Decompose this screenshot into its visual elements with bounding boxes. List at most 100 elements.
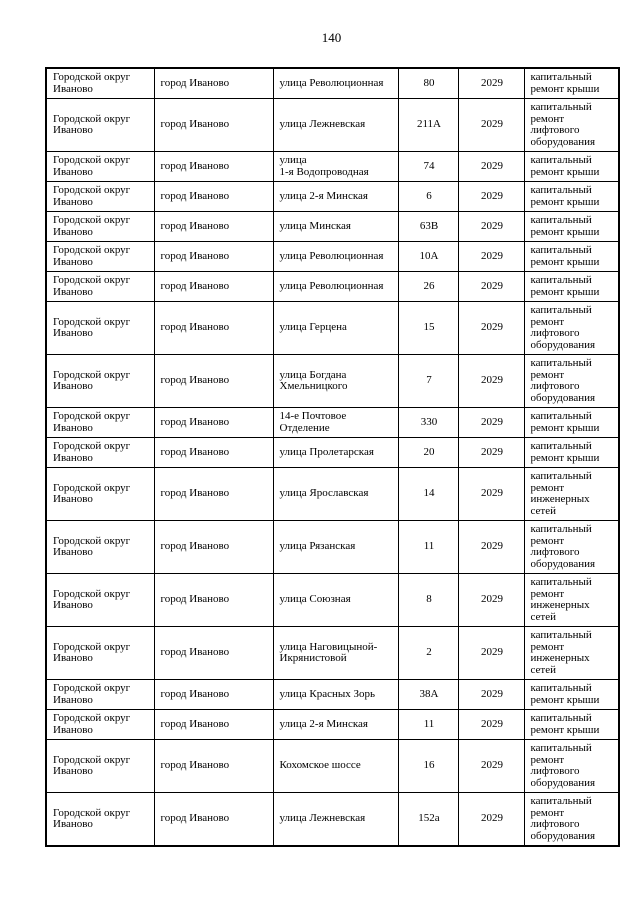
- cell-street: улица 2-я Минская: [272, 709, 399, 740]
- table-row: Городской округ Иваново город Иваново ул…: [45, 626, 620, 680]
- cell-year: 2029: [457, 407, 525, 438]
- cell-municipal-district: Городской округ Иваново: [45, 437, 155, 468]
- cell-house-number: 80: [397, 67, 459, 99]
- cell-municipal-district: Городской округ Иваново: [45, 151, 155, 182]
- cell-city: город Иваново: [153, 301, 274, 355]
- cell-municipal-district: Городской округ Иваново: [45, 67, 155, 99]
- cell-municipal-district: Городской округ Иваново: [45, 573, 155, 627]
- cell-work-type: капитальный ремонт лифтового оборудовани…: [523, 792, 620, 847]
- cell-year: 2029: [457, 573, 525, 627]
- table-row: Городской округ Иваново город Иваново ул…: [45, 67, 620, 99]
- cell-municipal-district: Городской округ Иваново: [45, 792, 155, 847]
- cell-city: город Иваново: [153, 792, 274, 847]
- cell-year: 2029: [457, 271, 525, 302]
- cell-street: улица Пролетарская: [272, 437, 399, 468]
- table-row: Городской округ Иваново город Иваново ул…: [45, 241, 620, 272]
- cell-house-number: 38А: [397, 679, 459, 710]
- cell-street: Кохомское шоссе: [272, 739, 399, 793]
- cell-municipal-district: Городской округ Иваново: [45, 181, 155, 212]
- page-number: 140: [321, 30, 342, 45]
- cell-street: улица Лежневская: [272, 98, 399, 152]
- cell-work-type: капитальный ремонт крыши: [523, 181, 620, 212]
- cell-year: 2029: [457, 520, 525, 574]
- cell-street: улица Минская: [272, 211, 399, 242]
- cell-street: улица Герцена: [272, 301, 399, 355]
- cell-year: 2029: [457, 467, 525, 521]
- cell-house-number: 152а: [397, 792, 459, 847]
- cell-municipal-district: Городской округ Иваново: [45, 739, 155, 793]
- cell-year: 2029: [457, 709, 525, 740]
- cell-city: город Иваново: [153, 354, 274, 408]
- cell-street: улица Богдана Хмельницкого: [272, 354, 399, 408]
- cell-year: 2029: [457, 67, 525, 99]
- cell-year: 2029: [457, 181, 525, 212]
- cell-house-number: 74: [397, 151, 459, 182]
- cell-street: улица Союзная: [272, 573, 399, 627]
- cell-municipal-district: Городской округ Иваново: [45, 301, 155, 355]
- repair-program-table: Городской округ Иваново город Иваново ул…: [45, 67, 620, 847]
- cell-street: улица Революционная: [272, 67, 399, 99]
- cell-work-type: капитальный ремонт крыши: [523, 151, 620, 182]
- cell-house-number: 15: [397, 301, 459, 355]
- cell-city: город Иваново: [153, 211, 274, 242]
- cell-house-number: 14: [397, 467, 459, 521]
- cell-city: город Иваново: [153, 181, 274, 212]
- cell-year: 2029: [457, 151, 525, 182]
- cell-house-number: 330: [397, 407, 459, 438]
- cell-municipal-district: Городской округ Иваново: [45, 679, 155, 710]
- cell-city: город Иваново: [153, 709, 274, 740]
- cell-work-type: капитальный ремонт крыши: [523, 241, 620, 272]
- cell-work-type: капитальный ремонт крыши: [523, 709, 620, 740]
- cell-work-type: капитальный ремонт крыши: [523, 271, 620, 302]
- cell-city: город Иваново: [153, 520, 274, 574]
- cell-street: улица Лежневская: [272, 792, 399, 847]
- cell-city: город Иваново: [153, 407, 274, 438]
- cell-house-number: 8: [397, 573, 459, 627]
- cell-street: 14-е Почтовое Отделение: [272, 407, 399, 438]
- table-row: Городской округ Иваново город Иваново ул…: [45, 679, 620, 710]
- cell-year: 2029: [457, 739, 525, 793]
- cell-street: улица Революционная: [272, 271, 399, 302]
- table-row: Городской округ Иваново город Иваново ул…: [45, 271, 620, 302]
- cell-street: улица Красных Зорь: [272, 679, 399, 710]
- table-row: Городской округ Иваново город Иваново ул…: [45, 520, 620, 574]
- cell-year: 2029: [457, 354, 525, 408]
- cell-municipal-district: Городской округ Иваново: [45, 354, 155, 408]
- cell-year: 2029: [457, 792, 525, 847]
- cell-work-type: капитальный ремонт лифтового оборудовани…: [523, 301, 620, 355]
- cell-house-number: 7: [397, 354, 459, 408]
- cell-year: 2029: [457, 211, 525, 242]
- cell-work-type: капитальный ремонт лифтового оборудовани…: [523, 98, 620, 152]
- cell-house-number: 2: [397, 626, 459, 680]
- cell-street: улица Рязанская: [272, 520, 399, 574]
- cell-municipal-district: Городской округ Иваново: [45, 241, 155, 272]
- cell-municipal-district: Городской округ Иваново: [45, 211, 155, 242]
- cell-house-number: 63В: [397, 211, 459, 242]
- cell-work-type: капитальный ремонт лифтового оборудовани…: [523, 739, 620, 793]
- cell-city: город Иваново: [153, 679, 274, 710]
- cell-year: 2029: [457, 437, 525, 468]
- cell-street: улица Революционная: [272, 241, 399, 272]
- cell-house-number: 211А: [397, 98, 459, 152]
- cell-city: город Иваново: [153, 271, 274, 302]
- cell-street: улица 2-я Минская: [272, 181, 399, 212]
- cell-municipal-district: Городской округ Иваново: [45, 407, 155, 438]
- table-row: Городской округ Иваново город Иваново ул…: [45, 181, 620, 212]
- table-row: Городской округ Иваново город Иваново ул…: [45, 151, 620, 182]
- cell-work-type: капитальный ремонт лифтового оборудовани…: [523, 520, 620, 574]
- cell-municipal-district: Городской округ Иваново: [45, 520, 155, 574]
- cell-work-type: капитальный ремонт крыши: [523, 437, 620, 468]
- cell-city: город Иваново: [153, 151, 274, 182]
- cell-house-number: 11: [397, 709, 459, 740]
- cell-work-type: капитальный ремонт инженерных сетей: [523, 626, 620, 680]
- cell-work-type: капитальный ремонт крыши: [523, 679, 620, 710]
- cell-year: 2029: [457, 241, 525, 272]
- cell-city: город Иваново: [153, 98, 274, 152]
- cell-city: город Иваново: [153, 437, 274, 468]
- cell-house-number: 26: [397, 271, 459, 302]
- table-row: Городской округ Иваново город Иваново ул…: [45, 301, 620, 355]
- cell-year: 2029: [457, 98, 525, 152]
- cell-city: город Иваново: [153, 626, 274, 680]
- table-row: Городской округ Иваново город Иваново ул…: [45, 211, 620, 242]
- cell-work-type: капитальный ремонт лифтового оборудовани…: [523, 354, 620, 408]
